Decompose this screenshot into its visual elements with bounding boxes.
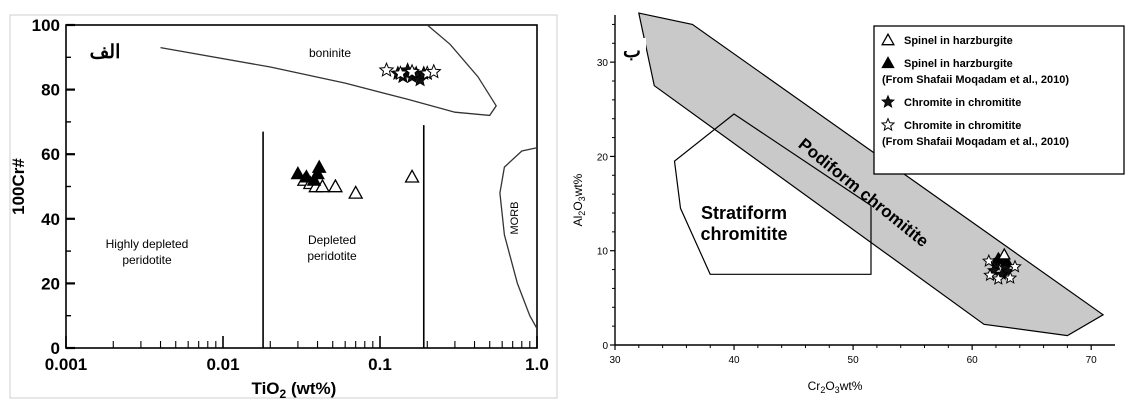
- panel1-xtick-label: 0.01: [206, 355, 239, 374]
- panel2-ytick-label: 30: [597, 58, 609, 69]
- panel1-ytick-label: 80: [41, 81, 60, 100]
- panel2-legend-text: Spinel in harzburgite: [904, 35, 1013, 47]
- panel2-legend-marker-filled-triangle: [881, 56, 895, 69]
- panel2-ytick-label: 20: [597, 152, 609, 163]
- panel1-marker-open-star: [378, 61, 395, 77]
- panel1-marker-filled-triangle: [311, 159, 327, 173]
- panel1-ytick-label: 100: [32, 16, 60, 35]
- panel1-region-highly-depleted: peridotite: [122, 253, 172, 267]
- panel1-morb-field: [499, 147, 537, 329]
- panel2-marker-open-star: [1003, 270, 1018, 284]
- panel1-marker-open-triangle: [327, 178, 344, 193]
- panel1-marker-open-star: [392, 65, 409, 81]
- panel1-label: الف: [90, 42, 121, 63]
- panel2-ytick-label: 10: [597, 247, 609, 258]
- panel1-marker-open-star: [425, 63, 442, 79]
- panel2-legend-text: Chromite in chromitite: [904, 120, 1021, 132]
- panel1-boninite-field: [160, 25, 497, 117]
- panel1-region-morb: MORB: [509, 202, 521, 235]
- panel1-plot-area: [65, 24, 538, 349]
- panel2-xtick-label: 30: [609, 355, 621, 366]
- panel1-xtick-label: 0.1: [368, 355, 392, 374]
- panel2-legend-marker-filled-star: [881, 94, 895, 108]
- panel2-marker-open-triangle: [997, 247, 1011, 260]
- panel2-legend-text: Spinel in harzburgite: [904, 58, 1013, 70]
- panel1-marker-open-triangle: [314, 178, 331, 193]
- panel1-label-bg: [86, 38, 124, 64]
- panel2-xtick-label: 50: [848, 355, 860, 366]
- panel2-xtick-label: 40: [728, 355, 740, 366]
- panel1-region-boninite: boninite: [309, 46, 351, 60]
- panel2-marker-open-star: [1008, 259, 1022, 273]
- panel2-marker-filled-triangle: [1000, 254, 1014, 267]
- panel2-xlabel: Cr2O3wt%: [808, 379, 863, 395]
- panel1-marker-open-triangle: [348, 185, 364, 199]
- panel2-xtick-label: 70: [1086, 355, 1098, 366]
- panel2-stratiform-field: [673, 113, 872, 275]
- panel2-legend-box: [873, 25, 1125, 175]
- panel2-legend-text: Chromite in chromitite: [904, 97, 1021, 109]
- panel1-marker-open-star: [404, 63, 420, 79]
- panel2-legend-marker-open-triangle: [881, 32, 895, 46]
- panel1-marker-open-triangle: [404, 168, 420, 183]
- panel2-marker-open-star: [991, 271, 1006, 285]
- panel2-ytick-label: 0: [602, 341, 608, 352]
- panel1-ytick-label: 20: [41, 274, 60, 293]
- panel1-border: [9, 14, 558, 399]
- panel2-legend-text: (From Shafaii Moqadam et al., 2010): [882, 74, 1069, 86]
- panel1-region-depleted: peridotite: [307, 249, 357, 263]
- panel1-region-depleted: Depleted: [308, 233, 356, 247]
- panel2-marker-open-star: [981, 253, 996, 267]
- panel2-legend-text: (From Shafaii Moqadam et al., 2010): [882, 136, 1069, 148]
- panel1-ylabel: 100Cr#: [9, 158, 28, 215]
- panel1-xlabel: TiO2 (wt%): [252, 379, 337, 401]
- panel1-ytick-label: 60: [41, 145, 60, 164]
- panel1-marker-filled-triangle: [306, 172, 322, 186]
- panel1-marker-filled-triangle: [299, 169, 314, 183]
- panel1-ytick-label: 40: [41, 210, 60, 229]
- panel2-label: ب: [623, 41, 641, 62]
- panel2-stratiform-label: Stratiform: [701, 203, 787, 223]
- panel1-region-highly-depleted: Highly depleted: [106, 237, 189, 251]
- panel1-ytick-label: 0: [51, 339, 60, 358]
- panel2-label-bg: [620, 38, 646, 62]
- panel1-xtick-label: 1.0: [525, 355, 549, 374]
- panel1-xtick-label: 0.001: [45, 355, 88, 374]
- panel2-xtick-label: 60: [967, 355, 979, 366]
- panel2-podiform-field: [638, 12, 1105, 337]
- panel2-ylabel: Al2O3wt%: [571, 173, 587, 226]
- panel2-stratiform-label: chromitite: [700, 224, 787, 244]
- panel2-legend-marker-open-star: [880, 117, 896, 132]
- panel1-marker-filled-triangle: [290, 166, 306, 180]
